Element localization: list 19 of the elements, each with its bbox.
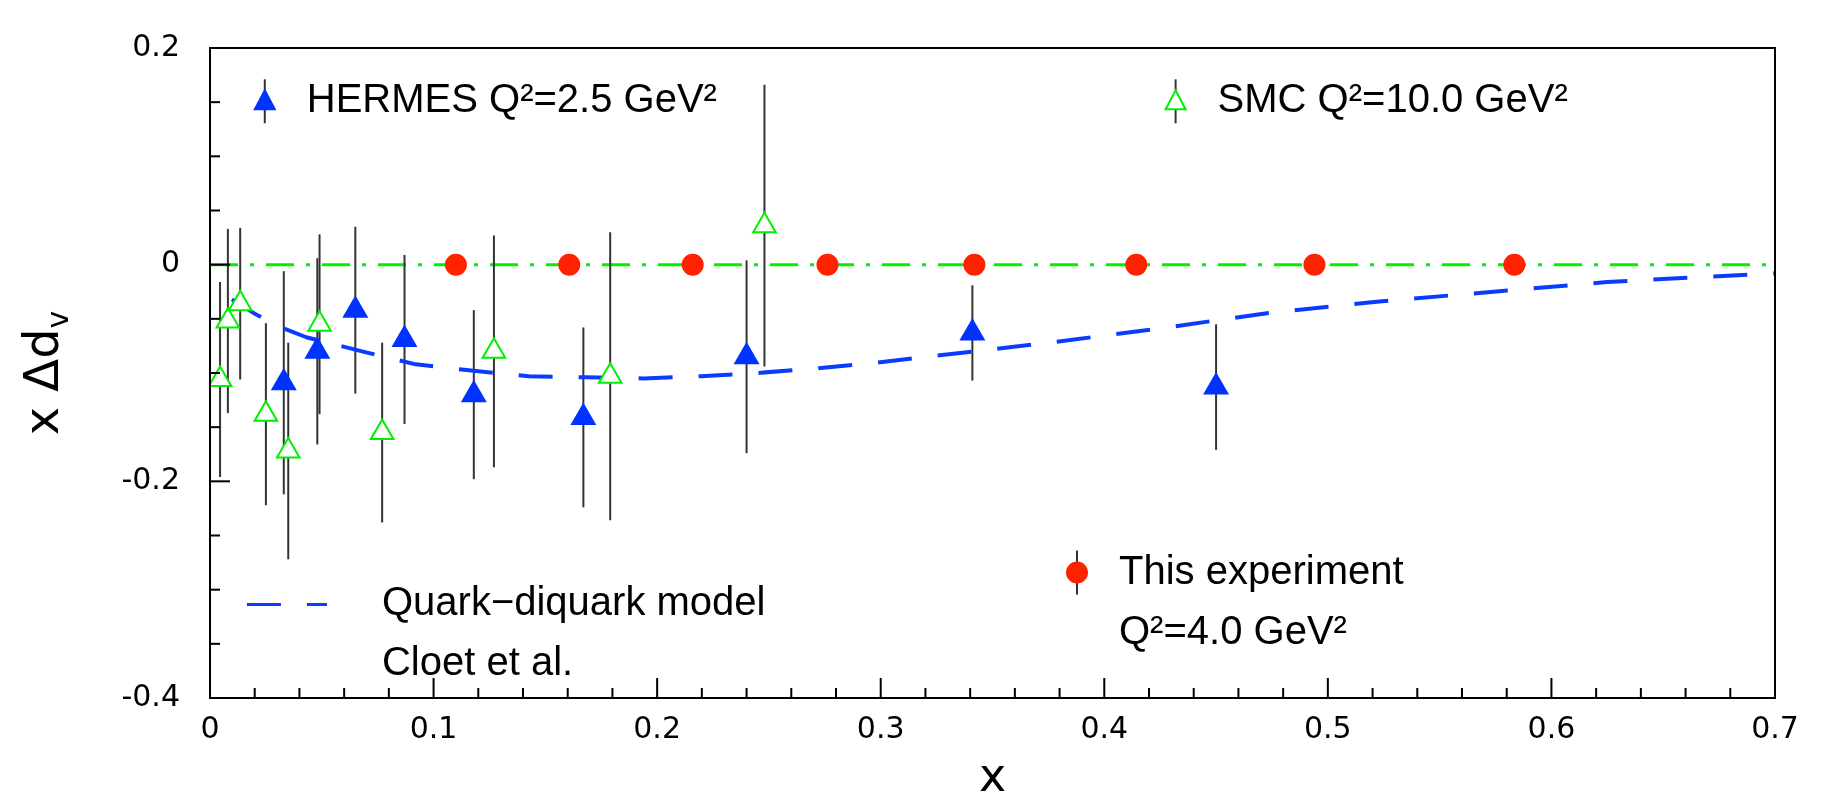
x-tick-label: 0.5 <box>1304 709 1352 745</box>
y-axis-title: x Δdv <box>13 310 75 436</box>
x-tick-label: 0.2 <box>633 709 681 745</box>
x-tick-label: 0.4 <box>1080 709 1129 745</box>
x-axis-title: x <box>978 748 1007 803</box>
x-tick-label: 0 <box>200 709 220 745</box>
y-tick-label: 0.2 <box>132 27 180 63</box>
line-series <box>229 271 1775 381</box>
x-tick-label: 0.1 <box>409 709 458 745</box>
x-tick-label: 0.3 <box>856 709 905 745</box>
legend-label: HERMES Q²=2.5 GeV² <box>306 76 717 121</box>
legend-label: SMC Q²=10.0 GeV² <box>1217 76 1568 121</box>
x-tick-label: 0.6 <box>1527 709 1576 745</box>
y-tick-label: -0.4 <box>121 677 180 713</box>
legend-label: This experiment Q²=4.0 GeV² <box>1119 547 1404 652</box>
y-tick-label: 0 <box>160 244 180 280</box>
x-tick-label: 0.7 <box>1751 709 1799 745</box>
legend-label: Quark−diquark model Cloet et al. <box>381 579 766 684</box>
y-tick-label: -0.2 <box>121 461 180 497</box>
